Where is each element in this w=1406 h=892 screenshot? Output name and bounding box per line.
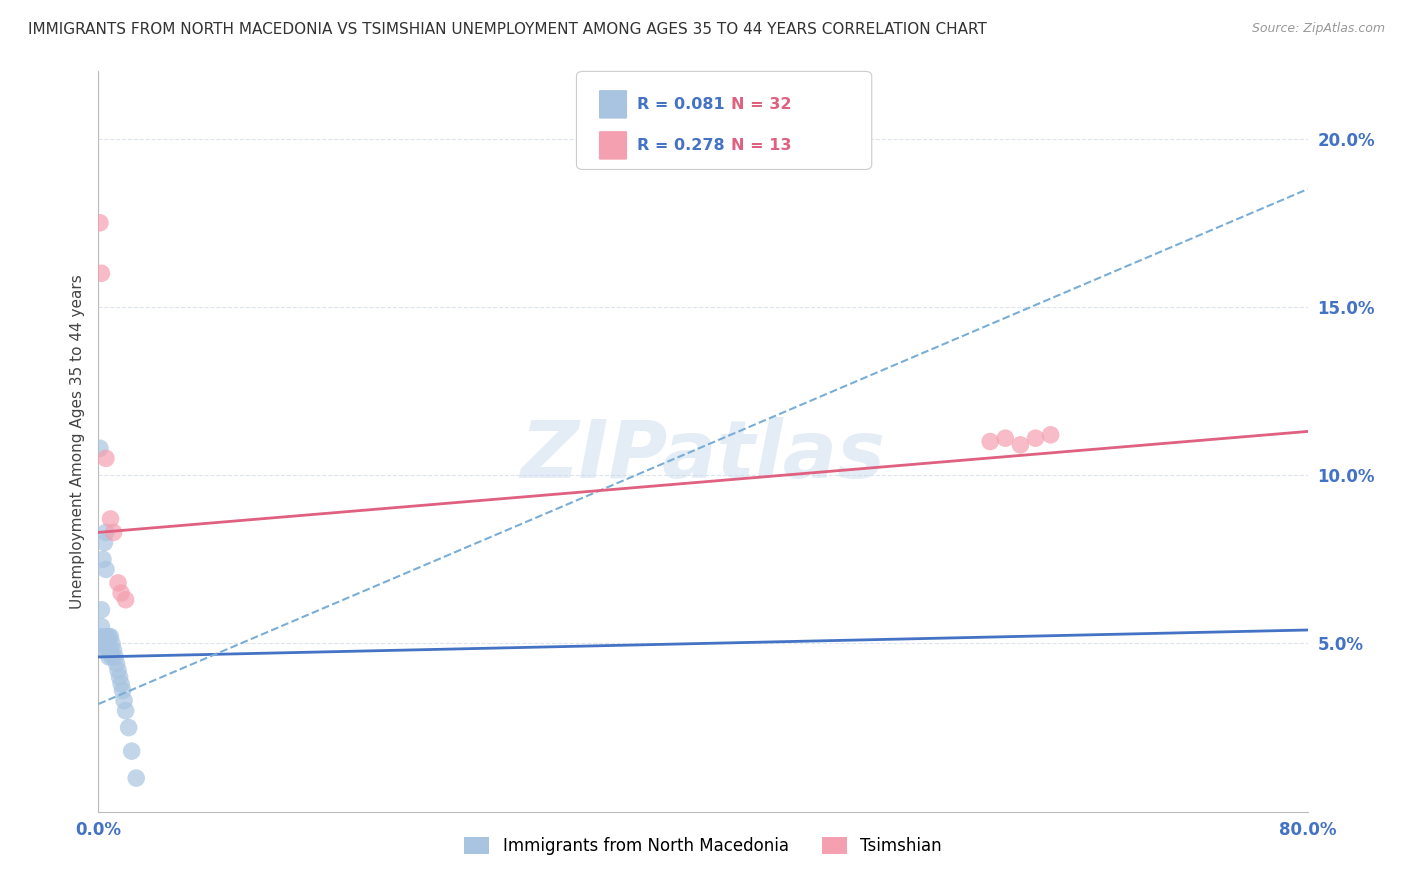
Point <box>91 552 114 566</box>
Point <box>91 643 114 657</box>
Point <box>94 636 117 650</box>
Point <box>94 525 117 540</box>
Point <box>93 535 115 549</box>
Point <box>90 619 112 633</box>
Point <box>100 643 122 657</box>
Text: R = 0.278: R = 0.278 <box>637 138 724 153</box>
Point <box>1039 427 1062 442</box>
Point <box>979 434 1001 449</box>
Point <box>104 649 127 664</box>
Point <box>108 670 131 684</box>
Legend: Immigrants from North Macedonia, Tsimshian: Immigrants from North Macedonia, Tsimshi… <box>464 837 942 855</box>
Text: IMMIGRANTS FROM NORTH MACEDONIA VS TSIMSHIAN UNEMPLOYMENT AMONG AGES 35 TO 44 YE: IMMIGRANTS FROM NORTH MACEDONIA VS TSIMS… <box>28 22 987 37</box>
Point <box>111 683 134 698</box>
Point <box>103 643 125 657</box>
Point <box>114 592 136 607</box>
Point <box>114 704 136 718</box>
Point <box>96 630 118 644</box>
Point <box>110 586 132 600</box>
Point <box>107 575 129 590</box>
Point <box>89 630 111 644</box>
Point <box>93 630 115 644</box>
Y-axis label: Unemployment Among Ages 35 to 44 years: Unemployment Among Ages 35 to 44 years <box>69 274 84 609</box>
Text: Source: ZipAtlas.com: Source: ZipAtlas.com <box>1251 22 1385 36</box>
Point <box>103 525 125 540</box>
Point <box>121 744 143 758</box>
Point <box>100 512 122 526</box>
Point <box>89 442 111 456</box>
Point <box>89 216 111 230</box>
Point <box>1010 438 1032 452</box>
Point <box>90 603 112 617</box>
Text: R = 0.081: R = 0.081 <box>637 97 724 112</box>
Point <box>1024 431 1046 445</box>
Point <box>98 649 121 664</box>
Text: ZIPatlas: ZIPatlas <box>520 417 886 495</box>
Point <box>994 431 1017 445</box>
Point <box>98 630 121 644</box>
Point <box>112 694 135 708</box>
Point <box>125 771 148 785</box>
Point <box>101 636 124 650</box>
Point <box>100 630 122 644</box>
Point <box>96 643 118 657</box>
Text: N = 13: N = 13 <box>731 138 792 153</box>
Point <box>107 664 129 678</box>
Point <box>90 636 112 650</box>
Point <box>94 562 117 576</box>
Text: N = 32: N = 32 <box>731 97 792 112</box>
Point <box>105 657 128 671</box>
Point <box>110 677 132 691</box>
Point <box>94 451 117 466</box>
Point <box>118 721 141 735</box>
Point <box>101 649 124 664</box>
Point <box>90 266 112 280</box>
